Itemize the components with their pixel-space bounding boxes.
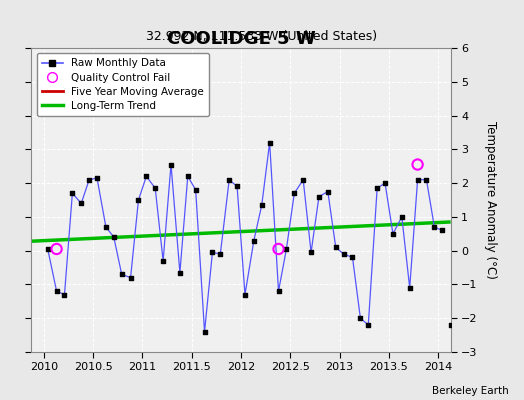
Point [159, 258, 167, 264]
Point [225, 176, 233, 183]
Point [68, 190, 77, 196]
Point [102, 224, 110, 230]
Point [290, 190, 299, 196]
Point [183, 173, 192, 180]
Point [315, 194, 323, 200]
Text: Berkeley Earth: Berkeley Earth [432, 386, 508, 396]
Point [191, 187, 200, 193]
Point [258, 202, 266, 208]
Point [93, 175, 101, 181]
Point [447, 322, 455, 328]
Point [249, 237, 258, 244]
Point [406, 285, 414, 291]
Point [200, 328, 209, 335]
Point [381, 180, 389, 186]
Point [241, 291, 249, 298]
Point [282, 246, 291, 252]
Point [275, 288, 283, 294]
Text: 32.992 N, 111.533 W (United States): 32.992 N, 111.533 W (United States) [146, 30, 378, 43]
Point [151, 185, 159, 191]
Point [413, 161, 422, 168]
Point [43, 246, 52, 252]
Point [373, 185, 381, 191]
Point [340, 251, 348, 257]
Point [233, 183, 241, 190]
Point [356, 315, 365, 322]
Point [126, 274, 135, 281]
Point [307, 249, 315, 256]
Y-axis label: Temperature Anomaly (°C): Temperature Anomaly (°C) [484, 121, 497, 279]
Point [167, 161, 175, 168]
Point [208, 249, 216, 256]
Point [117, 271, 126, 278]
Point [389, 230, 397, 237]
Point [364, 322, 373, 328]
Point [348, 254, 357, 261]
Point [275, 246, 283, 252]
Point [142, 173, 150, 180]
Point [266, 139, 274, 146]
Point [438, 227, 446, 234]
Legend: Raw Monthly Data, Quality Control Fail, Five Year Moving Average, Long-Term Tren: Raw Monthly Data, Quality Control Fail, … [37, 53, 209, 116]
Point [422, 176, 431, 183]
Point [85, 176, 93, 183]
Point [110, 234, 118, 240]
Point [77, 200, 85, 206]
Point [413, 176, 422, 183]
Point [134, 197, 143, 203]
Point [60, 291, 69, 298]
Point [324, 188, 332, 195]
Point [52, 288, 61, 294]
Point [216, 251, 224, 257]
Point [52, 246, 61, 252]
Point [176, 270, 184, 276]
Point [398, 214, 406, 220]
Point [332, 244, 340, 250]
Title: COOLIDGE 5 W: COOLIDGE 5 W [167, 30, 315, 48]
Point [299, 176, 308, 183]
Point [430, 224, 439, 230]
